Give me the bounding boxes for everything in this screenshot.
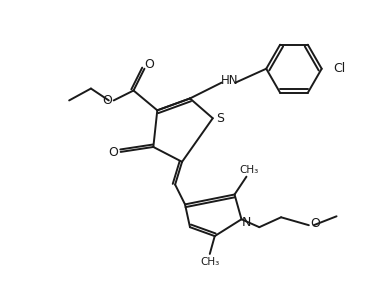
Text: O: O xyxy=(102,94,112,107)
Text: CH₃: CH₃ xyxy=(200,257,220,267)
Text: N: N xyxy=(242,216,251,229)
Text: HN: HN xyxy=(221,74,238,87)
Text: Cl: Cl xyxy=(334,62,346,75)
Text: O: O xyxy=(108,146,118,159)
Text: CH₃: CH₃ xyxy=(240,165,259,175)
Text: O: O xyxy=(310,217,320,230)
Text: S: S xyxy=(216,112,224,125)
Text: O: O xyxy=(144,58,154,71)
